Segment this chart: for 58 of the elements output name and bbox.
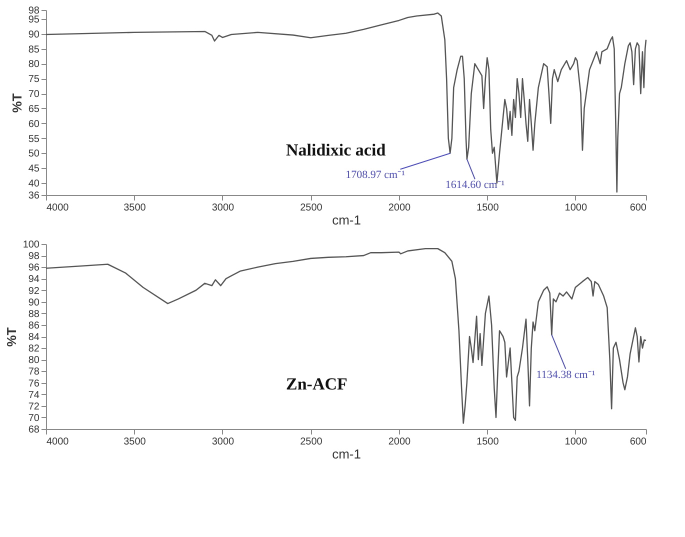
y-tick-label: 84 <box>28 332 40 343</box>
y-tick-label: 78 <box>28 366 40 378</box>
text: Nalidixic acid <box>286 140 386 160</box>
y-tick-label: 50 <box>28 148 40 160</box>
x-tick-label: 3000 <box>212 436 235 448</box>
y-tick-label: 86 <box>28 320 40 332</box>
x-tick-label: 600 <box>630 436 647 448</box>
line-series <box>45 12 647 193</box>
y-tick-label: 70 <box>28 89 40 100</box>
x-tick-label: 4000 <box>46 436 70 448</box>
y-tick-label: 80 <box>28 59 40 70</box>
y-tick-label: 70 <box>28 412 40 424</box>
annotation: 1708.97 cm⁻¹ <box>346 169 405 182</box>
x-axis-title: cm-1 <box>332 212 361 228</box>
y-tick-label: 68 <box>28 424 40 436</box>
y-tick-label: 74 <box>28 390 40 401</box>
x-tick-label: 1000 <box>564 436 588 448</box>
y-tick-label: 82 <box>28 344 40 355</box>
y-tick-label: 80 <box>28 355 40 366</box>
y-axis-title: %T <box>4 327 19 347</box>
x-tick-label: 1500 <box>476 202 500 214</box>
line-series <box>45 248 647 424</box>
y-axis-title: %T <box>9 93 24 113</box>
y-tick-label: 90 <box>28 29 40 40</box>
y-tick-label: 88 <box>28 308 40 320</box>
y-tick-label: 55 <box>28 134 40 145</box>
x-tick-label: 1000 <box>564 202 588 214</box>
y-tick-label: 45 <box>28 164 40 175</box>
y-tick-label: 65 <box>28 104 40 115</box>
y-tick-label: 98 <box>28 6 40 16</box>
y-tick-label: 98 <box>28 251 40 262</box>
text: Zn-ACF <box>286 374 348 394</box>
y-tick-label: 36 <box>28 190 40 202</box>
y-tick-label: 92 <box>28 286 40 297</box>
y-tick-label: 40 <box>28 178 40 190</box>
annotation: 1614.60 cm⁻¹ <box>445 179 505 192</box>
y-tick-label: 100 <box>22 240 40 250</box>
x-tick-label: 2500 <box>300 436 323 448</box>
y-tick-label: 85 <box>28 44 40 56</box>
x-tick-label: 3000 <box>212 202 235 214</box>
y-tick-label: 96 <box>28 262 40 274</box>
y-tick-label: 76 <box>28 378 40 390</box>
x-tick-label: 2000 <box>388 202 411 214</box>
x-tick-label: 3500 <box>124 202 146 214</box>
x-axis-title: cm-1 <box>332 446 361 462</box>
y-tick-label: 72 <box>28 401 40 412</box>
x-tick-label: 2500 <box>300 202 323 214</box>
x-tick-label: 600 <box>630 202 647 214</box>
y-tick-label: 90 <box>28 297 40 308</box>
y-tick-label: 60 <box>28 118 40 130</box>
y-tick-label: 75 <box>28 74 40 86</box>
x-tick-label: 2000 <box>388 436 411 448</box>
x-tick-label: 1500 <box>476 436 500 448</box>
annotation: 1134.38 cm⁻¹ <box>536 368 596 381</box>
x-tick-label: 4000 <box>46 202 70 214</box>
x-tick-label: 3500 <box>124 436 146 448</box>
y-tick-label: 94 <box>28 274 40 286</box>
y-tick-label: 95 <box>28 14 40 26</box>
